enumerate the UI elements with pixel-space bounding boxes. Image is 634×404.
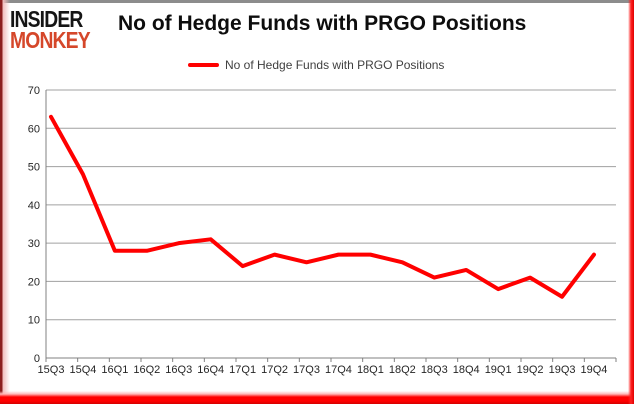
x-tick-labels: 15Q3 15Q4 16Q1 16Q2 16Q3 16Q4 17Q1 17Q2 17Q3 17Q4…: [38, 364, 608, 376]
window-bottom-border: [0, 391, 634, 404]
svg-text:19Q4: 19Q4: [581, 364, 608, 376]
window-top-border: [0, 0, 634, 3]
svg-text:17Q1: 17Q1: [229, 364, 256, 376]
y-tick-labels: 0 10 20 30 40 50 60 70: [28, 85, 40, 365]
window-left-border: [0, 0, 10, 404]
svg-text:20: 20: [28, 276, 40, 288]
axes: [45, 90, 617, 362]
svg-text:16Q4: 16Q4: [197, 364, 224, 376]
svg-text:18Q4: 18Q4: [453, 364, 480, 376]
chart-title: No of Hedge Funds with PRGO Positions: [118, 12, 527, 35]
svg-text:16Q2: 16Q2: [133, 364, 160, 376]
svg-text:19Q2: 19Q2: [517, 364, 544, 376]
svg-text:19Q3: 19Q3: [549, 364, 576, 376]
insider-monkey-logo: INSIDER MONKEY: [10, 6, 91, 54]
svg-text:70: 70: [28, 85, 40, 97]
svg-text:50: 50: [28, 162, 40, 174]
gridlines: [46, 89, 616, 359]
svg-text:15Q4: 15Q4: [69, 364, 96, 376]
legend-label: No of Hedge Funds with PRGO Positions: [225, 58, 445, 72]
logo-insider-text: INSIDER: [10, 6, 83, 32]
svg-text:17Q2: 17Q2: [261, 364, 288, 376]
series-line: [49, 114, 596, 299]
svg-text:16Q1: 16Q1: [101, 364, 128, 376]
svg-text:0: 0: [34, 353, 40, 365]
svg-text:15Q3: 15Q3: [38, 364, 65, 376]
svg-text:18Q1: 18Q1: [357, 364, 384, 376]
svg-text:16Q3: 16Q3: [165, 364, 192, 376]
svg-text:60: 60: [28, 123, 40, 135]
svg-text:40: 40: [28, 200, 40, 212]
svg-text:17Q4: 17Q4: [325, 364, 352, 376]
legend-line-swatch: [188, 63, 219, 67]
legend: No of Hedge Funds with PRGO Positions: [188, 58, 444, 72]
svg-text:18Q3: 18Q3: [421, 364, 448, 376]
logo-monkey-text: MONKEY: [10, 27, 91, 54]
svg-text:30: 30: [28, 238, 40, 250]
svg-text:17Q3: 17Q3: [293, 364, 320, 376]
window-right-border: [628, 0, 634, 404]
svg-text:18Q2: 18Q2: [389, 364, 416, 376]
svg-text:19Q1: 19Q1: [485, 364, 512, 376]
svg-text:10: 10: [28, 315, 40, 327]
